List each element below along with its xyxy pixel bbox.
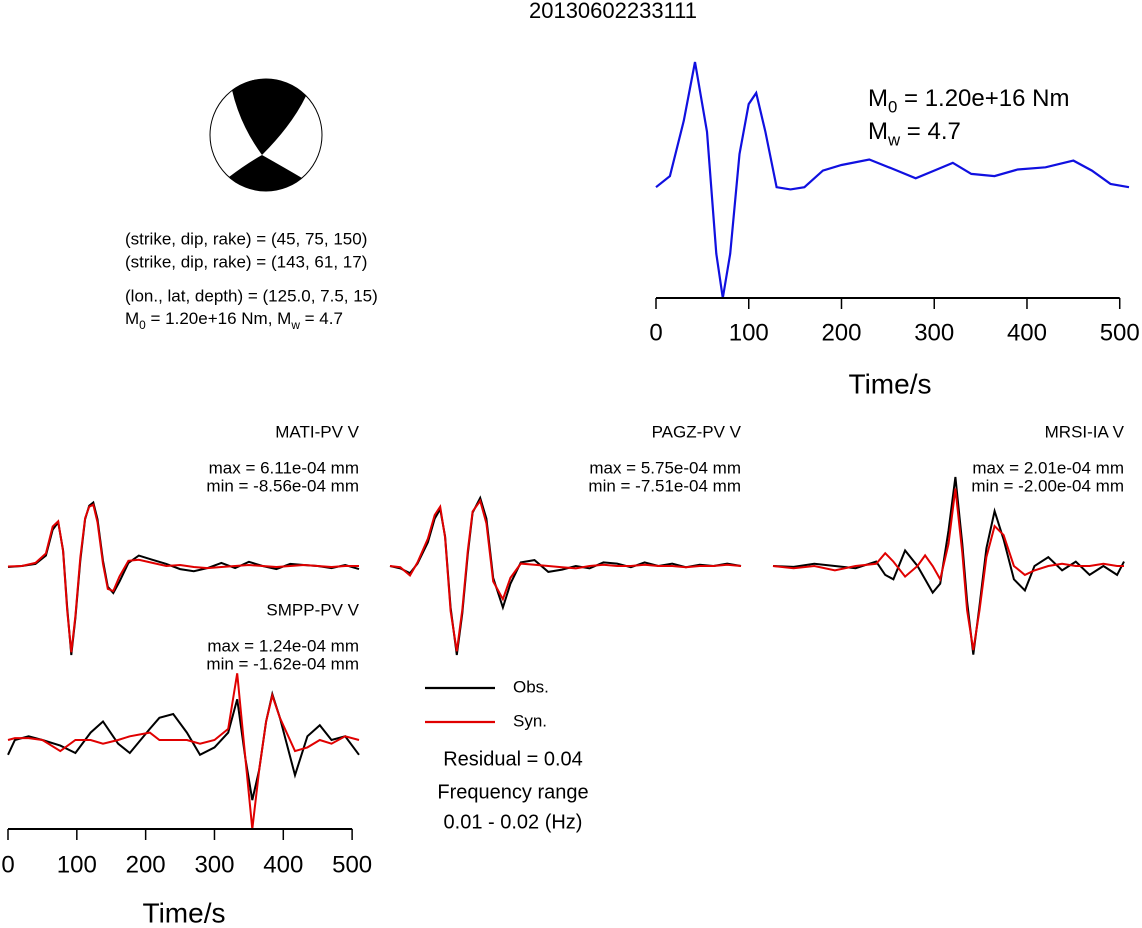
subscript: w	[887, 131, 901, 150]
mechanism-text: (strike, dip, rake) = (45, 75, 150)	[125, 229, 367, 248]
frequency-text: Frequency range	[437, 781, 588, 803]
text-part: M	[868, 85, 888, 112]
waveform	[772, 488, 1124, 651]
x-tick-label: 300	[194, 851, 234, 878]
station-label: SMPP-PV V	[266, 600, 359, 619]
max-label: max = 1.24e-04 mm	[207, 636, 359, 655]
x-tick-label: 200	[126, 851, 166, 878]
max-label: max = 6.11e-04 mm	[209, 458, 359, 477]
legend-label: Obs.	[513, 677, 549, 696]
min-label: min = -7.51e-04 mm	[588, 476, 741, 495]
text-part: M	[125, 309, 139, 328]
figure-title: 20130602233111	[529, 0, 697, 23]
source-time-function	[655, 61, 1130, 299]
beachball-compression	[232, 78, 306, 155]
legend-label: Syn.	[513, 711, 547, 730]
mechanism-text: (strike, dip, rake) = (143, 61, 17)	[125, 252, 367, 271]
x-axis-title: Time/s	[143, 897, 226, 928]
x-tick-label: 500	[332, 851, 372, 878]
station-label: PAGZ-PV V	[652, 422, 742, 441]
waveform	[7, 503, 359, 653]
min-label: min = -1.62e-04 mm	[206, 654, 359, 673]
x-tick-label: 400	[1007, 319, 1047, 346]
beachball	[209, 78, 323, 192]
min-label: min = -2.00e-04 mm	[971, 476, 1124, 495]
subscript: w	[290, 318, 300, 332]
x-tick-label: 0	[649, 319, 662, 346]
annotation: Mw = 4.7	[868, 118, 961, 149]
waveform	[7, 690, 360, 801]
max-label: max = 5.75e-04 mm	[589, 458, 741, 477]
waveform	[7, 500, 360, 656]
moment-text: M0 = 1.20e+16 Nm, Mw = 4.7	[125, 309, 343, 332]
text-part: M	[868, 118, 888, 145]
x-tick-label: 300	[914, 319, 954, 346]
x-axis-title: Time/s	[849, 368, 932, 399]
frequency-text: 0.01 - 0.02 (Hz)	[444, 811, 583, 833]
text-part: = 4.7	[900, 118, 961, 145]
text-part: = 4.7	[300, 309, 343, 328]
x-tick-label: 100	[729, 319, 769, 346]
waveform	[7, 673, 360, 830]
x-tick-label: 400	[263, 851, 303, 878]
station-label: MATI-PV V	[275, 422, 359, 441]
x-tick-label: 200	[821, 319, 861, 346]
text-part: = 1.20e+16 Nm, M	[146, 309, 292, 328]
residual-text: Residual = 0.04	[443, 748, 583, 770]
subscript: 0	[888, 98, 897, 117]
text-part: = 1.20e+16 Nm	[897, 85, 1069, 112]
subscript: 0	[139, 318, 146, 332]
x-tick-label: 100	[57, 851, 97, 878]
x-tick-label: 0	[1, 851, 14, 878]
waveform	[389, 498, 742, 652]
annotation: M0 = 1.20e+16 Nm	[868, 85, 1069, 116]
location-text: (lon., lat, depth) = (125.0, 7.5, 15)	[125, 286, 378, 305]
max-label: max = 2.01e-04 mm	[972, 458, 1124, 477]
min-label: min = -8.56e-04 mm	[206, 476, 359, 495]
station-label: MRSI-IA V	[1045, 422, 1125, 441]
beachball-compression	[229, 155, 302, 192]
x-tick-label: 500	[1100, 319, 1140, 346]
